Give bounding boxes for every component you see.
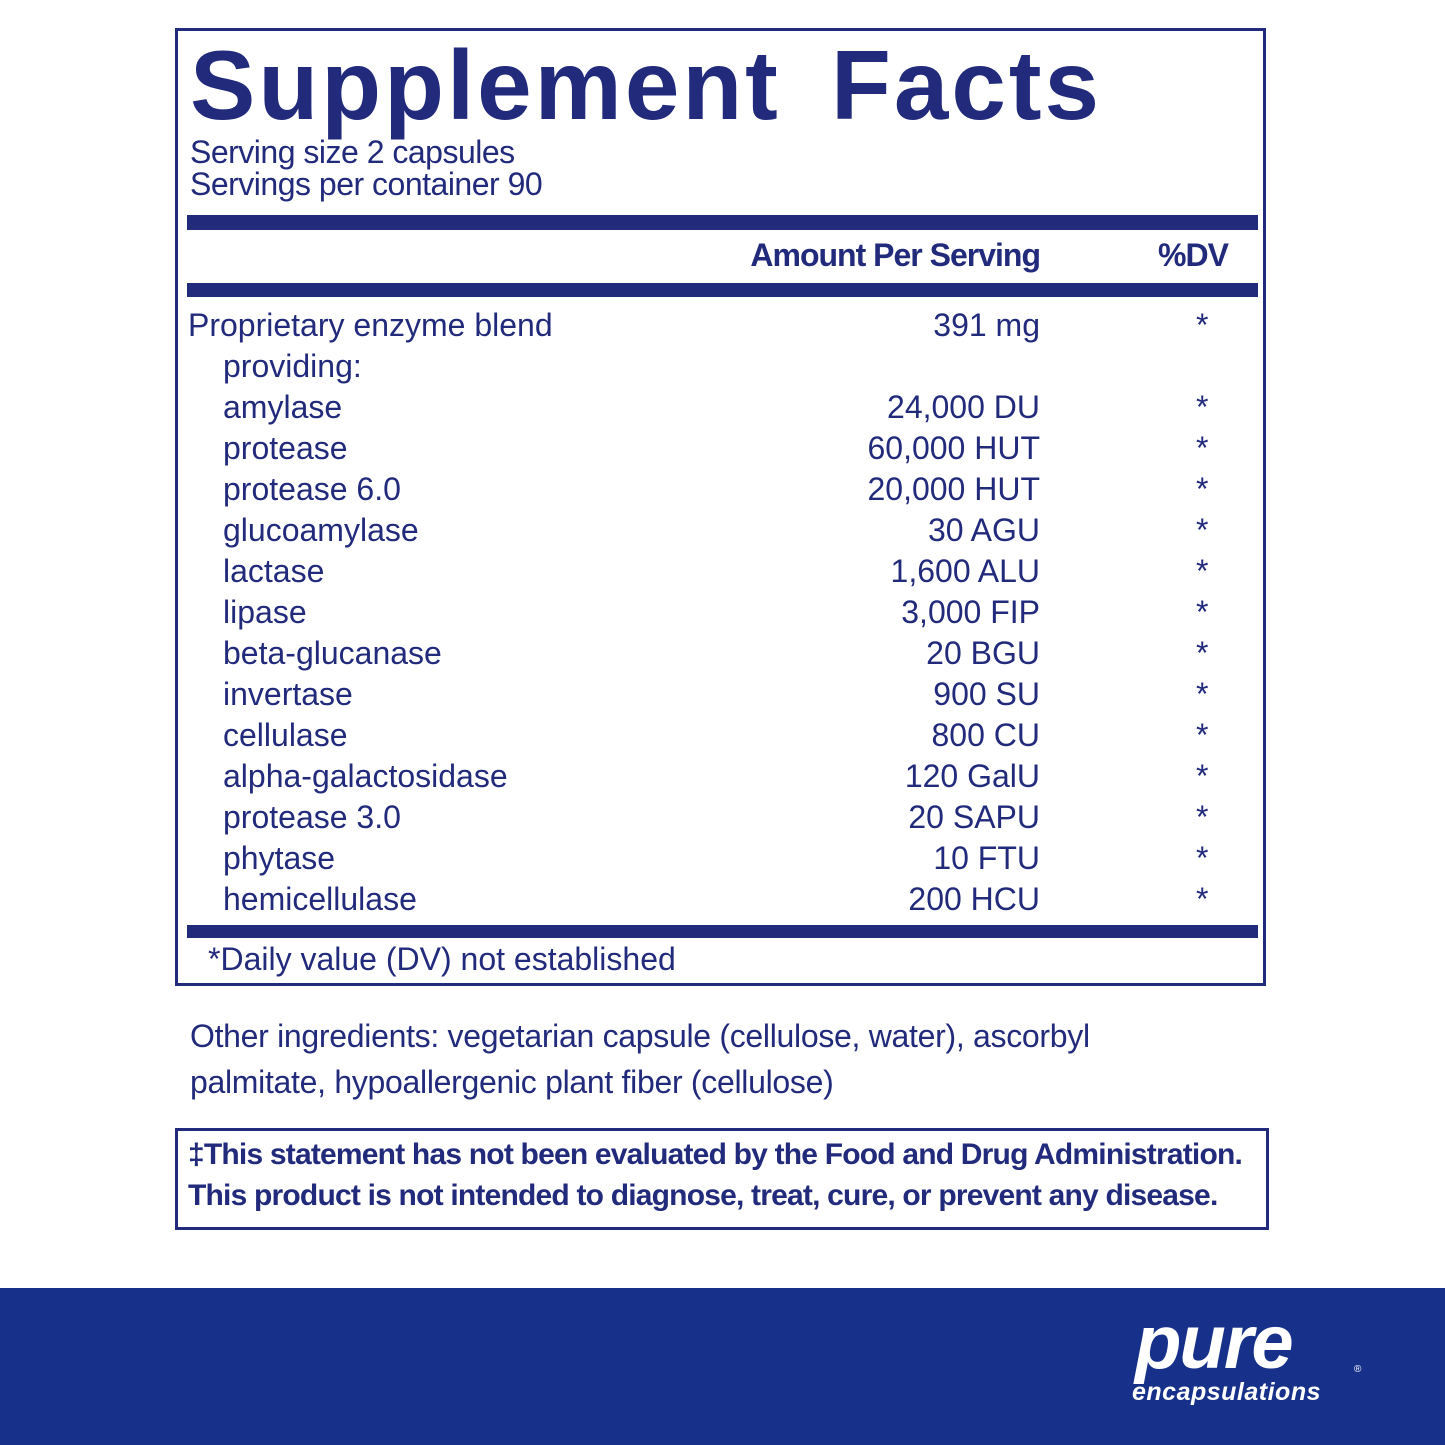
ingredient-dv: * xyxy=(1196,389,1209,425)
ingredient-dv: * xyxy=(1196,430,1209,466)
ingredient-dv: * xyxy=(1196,758,1209,794)
ingredient-amount: 120 GalU xyxy=(904,758,1040,794)
ingredient-row: hemicellulase 200 HCU * xyxy=(0,879,1445,920)
brand-banner xyxy=(0,1288,1445,1445)
ingredient-amount: 24,000 DU xyxy=(887,389,1040,425)
ingredient-dv: * xyxy=(1196,307,1209,343)
ingredient-row: lactase 1,600 ALU * xyxy=(0,551,1445,592)
ingredient-name: amylase xyxy=(223,389,343,425)
ingredient-row: invertase 900 SU * xyxy=(0,674,1445,715)
ingredient-name: protease 3.0 xyxy=(223,799,401,835)
header-dv: %DV xyxy=(1158,237,1229,273)
ingredient-dv: * xyxy=(1196,676,1209,712)
ingredient-row: protease 6.0 20,000 HUT * xyxy=(0,469,1445,510)
ingredient-name: lipase xyxy=(223,594,307,630)
ingredient-dv: * xyxy=(1196,881,1209,917)
ingredient-name: alpha-galactosidase xyxy=(223,758,508,794)
ingredient-amount: 1,600 ALU xyxy=(890,553,1040,589)
ingredient-row: alpha-galactosidase 120 GalU * xyxy=(0,756,1445,797)
ingredient-amount: 200 HCU xyxy=(908,881,1040,917)
divider-thick xyxy=(187,283,1258,297)
brand-logo: pure xyxy=(1135,1300,1294,1385)
ingredient-row: providing: xyxy=(0,346,1445,387)
panel-title: Supplement Facts xyxy=(190,30,1103,140)
other-ingredients: Other ingredients: vegetarian capsule (c… xyxy=(190,1018,1090,1100)
ingredient-dv: * xyxy=(1196,799,1209,835)
ingredient-row: phytase 10 FTU * xyxy=(0,838,1445,879)
ingredient-name: phytase xyxy=(223,840,336,876)
ingredient-dv: * xyxy=(1196,594,1209,630)
ingredient-dv: * xyxy=(1196,840,1209,876)
fda-disclaimer-box xyxy=(175,1128,1269,1230)
ingredient-row: cellulase 800 CU * xyxy=(0,715,1445,756)
ingredient-row: lipase 3,000 FIP * xyxy=(0,592,1445,633)
ingredient-row: amylase 24,000 DU * xyxy=(0,387,1445,428)
ingredient-name: protease xyxy=(223,430,348,466)
ingredient-name: beta-glucanase xyxy=(223,635,442,671)
serving-size: Serving size 2 capsules xyxy=(190,134,515,170)
ingredient-dv: * xyxy=(1196,717,1209,753)
ingredient-dv: * xyxy=(1196,471,1209,507)
ingredient-name: cellulase xyxy=(223,717,348,753)
ingredient-name: glucoamylase xyxy=(223,512,419,548)
dv-footnote: *Daily value (DV) not established xyxy=(208,941,676,977)
servings-per-container: Servings per container 90 xyxy=(190,166,543,202)
ingredient-row: beta-glucanase 20 BGU * xyxy=(0,633,1445,674)
divider-thick xyxy=(187,215,1258,230)
ingredient-amount: 800 CU xyxy=(931,717,1041,753)
ingredient-row: Proprietary enzyme blend 391 mg * xyxy=(0,305,1445,346)
ingredient-amount: 900 SU xyxy=(933,676,1040,712)
ingredient-name: invertase xyxy=(223,676,353,712)
registered-mark: ® xyxy=(1354,1364,1362,1375)
ingredient-amount: 391 mg xyxy=(933,307,1040,343)
ingredient-name: lactase xyxy=(223,553,325,589)
ingredient-dv: * xyxy=(1196,553,1209,589)
header-amount: Amount Per Serving xyxy=(750,237,1041,273)
ingredient-amount: 10 FTU xyxy=(933,840,1040,876)
ingredient-name: protease 6.0 xyxy=(223,471,401,507)
ingredient-name: Proprietary enzyme blend xyxy=(188,307,553,343)
ingredient-amount: 60,000 HUT xyxy=(867,430,1040,466)
ingredient-amount: 3,000 FIP xyxy=(901,594,1040,630)
disclaimer-line-1: ‡This statement has not been evaluated b… xyxy=(188,1138,1243,1171)
ingredient-amount: 20,000 HUT xyxy=(867,471,1040,507)
ingredient-name: hemicellulase xyxy=(223,881,417,917)
ingredient-amount: 20 SAPU xyxy=(908,799,1040,835)
ingredient-amount: 30 AGU xyxy=(927,512,1040,548)
brand-logo-subtitle: encapsulations xyxy=(1132,1378,1321,1406)
disclaimer-line-2: This product is not intended to diagnose… xyxy=(188,1179,1218,1212)
ingredient-name: providing: xyxy=(223,348,362,384)
ingredient-row: protease 60,000 HUT * xyxy=(0,428,1445,469)
ingredient-amount: 20 BGU xyxy=(926,635,1040,671)
ingredient-dv: * xyxy=(1196,512,1209,548)
supplement-facts-panel xyxy=(175,28,1266,986)
ingredient-row: protease 3.0 20 SAPU * xyxy=(0,797,1445,838)
divider-thick xyxy=(187,925,1258,938)
ingredient-dv: * xyxy=(1196,635,1209,671)
ingredient-row: glucoamylase 30 AGU * xyxy=(0,510,1445,551)
